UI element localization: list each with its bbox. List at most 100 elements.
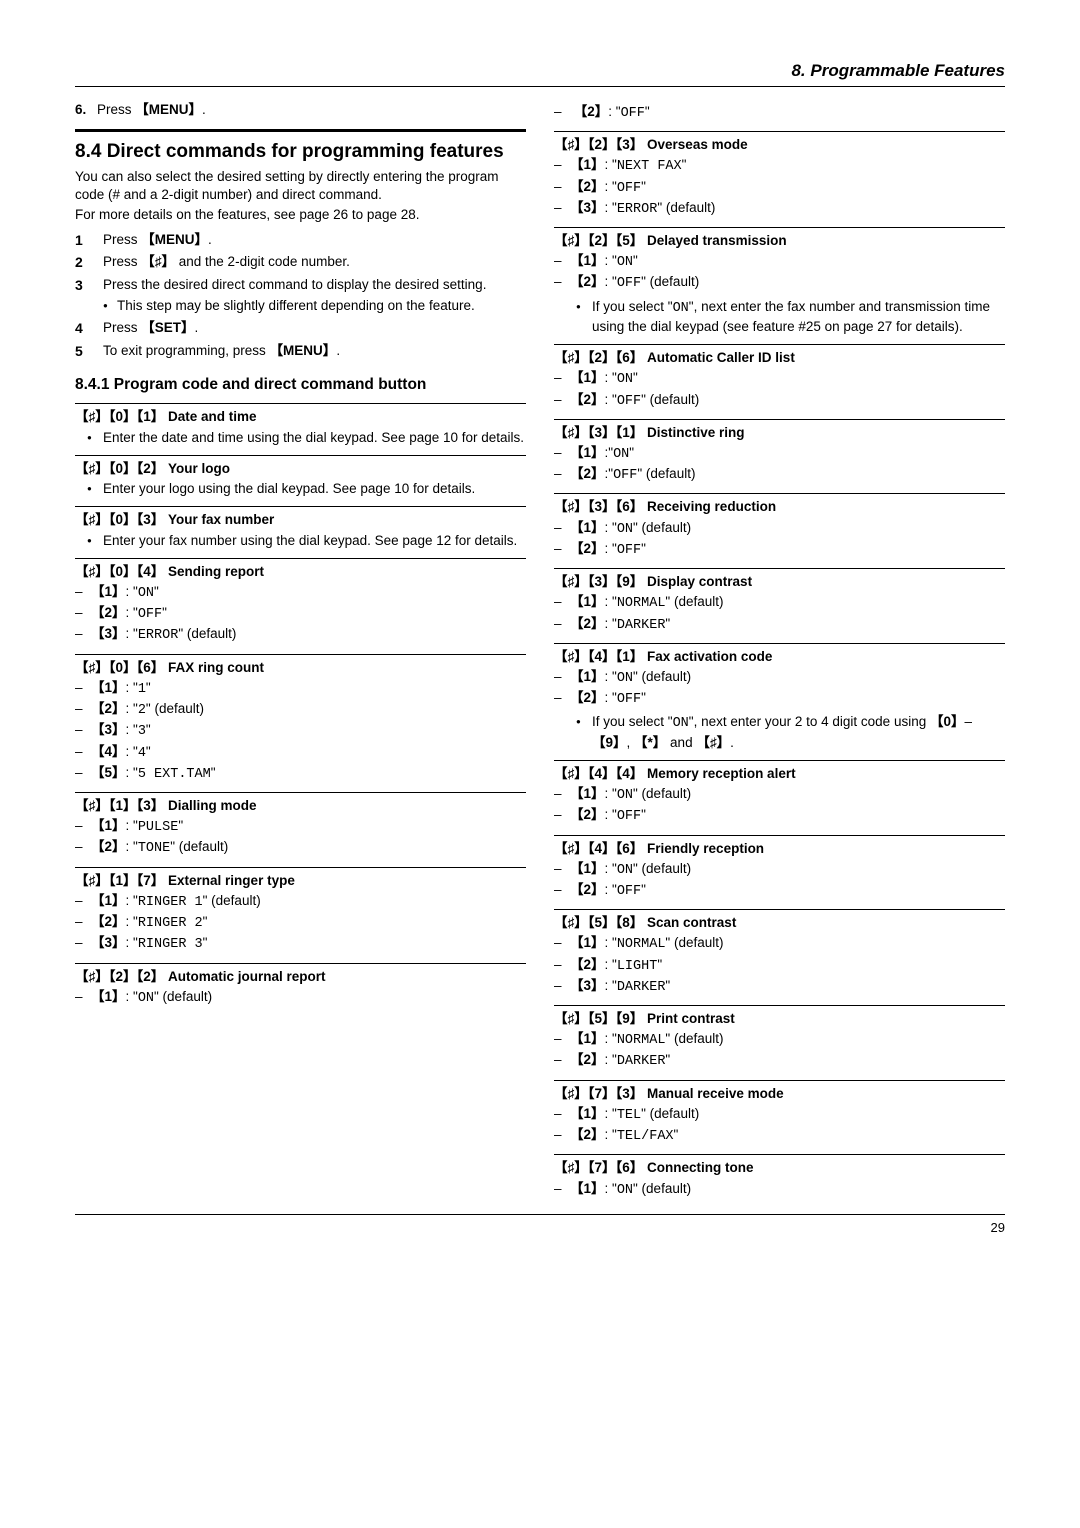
step-number: 5 xyxy=(75,342,103,361)
feature-heading: 【♯】【1】【3】 Dialling mode xyxy=(75,792,526,815)
option-list: 【1】: "NEXT FAX"【2】: "OFF"【3】: "ERROR" (d… xyxy=(554,156,1005,219)
option-item: 【3】: "ERROR" (default) xyxy=(75,625,526,645)
option-list: 【1】: "NORMAL" (default)【2】: "DARKER" xyxy=(554,1030,1005,1071)
feature-heading: 【♯】【4】【4】 Memory reception alert xyxy=(554,760,1005,783)
option-item: 【3】: "DARKER" xyxy=(554,977,1005,997)
feature-heading: 【♯】【4】【1】 Fax activation code xyxy=(554,643,1005,666)
option-item: 【2】: "TONE" (default) xyxy=(75,838,526,858)
feature-heading: 【♯】【2】【6】 Automatic Caller ID list xyxy=(554,344,1005,367)
procedure-step: 1Press 【MENU】. xyxy=(75,231,526,250)
bullet-item: Enter your fax number using the dial key… xyxy=(75,532,526,550)
note-item: If you select "ON", next enter the fax n… xyxy=(576,298,1005,336)
feature-block: 【♯】【2】【2】 Automatic journal report【1】: "… xyxy=(75,963,526,1008)
step-body: Press 【MENU】. xyxy=(103,231,526,250)
procedure-step: 3Press the desired direct command to dis… xyxy=(75,276,526,314)
feature-heading: 【♯】【0】【3】 Your fax number xyxy=(75,506,526,529)
option-item: 【1】: "ON" (default) xyxy=(554,668,1005,688)
feature-block: 【♯】【7】【6】 Connecting tone 【1】: "ON" (defa… xyxy=(554,1154,1005,1199)
option-item: 【1】: "TEL" (default) xyxy=(554,1105,1005,1125)
option-item: 【1】: "NEXT FAX" xyxy=(554,156,1005,176)
option-item: 【1】: "ON" (default) xyxy=(554,1180,1005,1200)
option-list: 【1】: "RINGER 1" (default)【2】: "RINGER 2"… xyxy=(75,892,526,955)
option-item: 【2】: "OFF" xyxy=(554,103,1005,123)
option-item: 【1】:"ON" xyxy=(554,444,1005,464)
feature-block: 【♯】【0】【1】 Date and timeEnter the date an… xyxy=(75,403,526,446)
feature-block: 【♯】【3】【1】 Distinctive ring【1】:"ON"【2】:"O… xyxy=(554,419,1005,486)
feature-block: 【♯】【1】【7】 External ringer type【1】: "RING… xyxy=(75,867,526,955)
option-item: 【1】: "PULSE" xyxy=(75,817,526,837)
option-item: 【2】: "OFF" xyxy=(554,881,1005,901)
step-number: 4 xyxy=(75,319,103,338)
option-item: 【2】: "DARKER" xyxy=(554,1051,1005,1071)
step-number: 6. xyxy=(75,101,97,119)
feature-note: If you select "ON", next enter your 2 to… xyxy=(554,713,1005,751)
option-item: 【2】: "DARKER" xyxy=(554,615,1005,635)
option-item: 【1】: "ON" xyxy=(554,252,1005,272)
step-number: 2 xyxy=(75,253,103,272)
feature-heading: 【♯】【0】【6】 FAX ring count xyxy=(75,654,526,677)
procedure-step: 4Press 【SET】. xyxy=(75,319,526,338)
option-item: 【1】: "ON" xyxy=(554,369,1005,389)
step-number: 1 xyxy=(75,231,103,250)
step-sub-bullet: This step may be slightly different depe… xyxy=(103,297,526,315)
feature-block: 【♯】【3】【6】 Receiving reduction【1】: "ON" (… xyxy=(554,493,1005,560)
option-item: 【2】: "TEL/FAX" xyxy=(554,1126,1005,1146)
section-divider xyxy=(75,129,526,132)
option-item: 【1】: "NORMAL" (default) xyxy=(554,934,1005,954)
option-item: 【2】: "2" (default) xyxy=(75,700,526,720)
step-body: Press 【SET】. xyxy=(103,319,526,338)
feature-heading: 【♯】【3】【1】 Distinctive ring xyxy=(554,419,1005,442)
option-list: 【1】: "ON"【2】: "OFF" (default) xyxy=(554,369,1005,410)
feature-list-right: 【♯】【2】【3】 Overseas mode【1】: "NEXT FAX"【2… xyxy=(554,131,1005,1200)
option-item: 【1】: "ON" (default) xyxy=(75,988,526,1008)
option-item: 【2】: "OFF" xyxy=(554,540,1005,560)
feature-block: 【♯】【5】【9】 Print contrast【1】: "NORMAL" (d… xyxy=(554,1005,1005,1072)
bullet-item: This step may be slightly different depe… xyxy=(103,297,526,315)
section-heading: 8.4 Direct commands for programming feat… xyxy=(75,140,526,164)
option-item: 【3】: "ERROR" (default) xyxy=(554,199,1005,219)
option-list: 【1】: "ON" (default) xyxy=(75,988,526,1008)
option-item: 【2】: "OFF" xyxy=(554,806,1005,826)
feature-heading: 【♯】【3】【6】 Receiving reduction xyxy=(554,493,1005,516)
page-number: 29 xyxy=(75,1214,1005,1237)
option-item: 【5】: "5 EXT.TAM" xyxy=(75,764,526,784)
feature-heading: 【♯】【7】【6】 Connecting tone xyxy=(554,1154,1005,1177)
feature-bullets: Enter your logo using the dial keypad. S… xyxy=(75,480,526,498)
feature-heading: 【♯】【3】【9】 Display contrast xyxy=(554,568,1005,591)
option-item: 【2】: "OFF" xyxy=(554,178,1005,198)
feature-heading: 【♯】【4】【6】 Friendly reception xyxy=(554,835,1005,858)
option-list: 【1】: "ON"【2】: "OFF" (default) xyxy=(554,252,1005,293)
option-list: 【1】: "NORMAL" (default)【2】: "LIGHT"【3】: … xyxy=(554,934,1005,997)
procedure-step: 5To exit programming, press 【MENU】. xyxy=(75,342,526,361)
feature-block: 【♯】【0】【3】 Your fax number Enter your fax … xyxy=(75,506,526,549)
option-item: 【2】: "RINGER 2" xyxy=(75,913,526,933)
option-list: 【1】: "ON" (default) xyxy=(554,1180,1005,1200)
feature-block: 【♯】【0】【2】 Your logoEnter your logo using… xyxy=(75,455,526,498)
option-item: 【2】: "OFF" xyxy=(75,604,526,624)
option-list: 【1】: "TEL" (default)【2】: "TEL/FAX" xyxy=(554,1105,1005,1146)
intro-paragraph-2: For more details on the features, see pa… xyxy=(75,206,526,224)
option-item: 【3】: "3" xyxy=(75,721,526,741)
feature-heading: 【♯】【5】【8】 Scan contrast xyxy=(554,909,1005,932)
bullet-item: Enter the date and time using the dial k… xyxy=(75,429,526,447)
feature-heading: 【♯】【2】【5】 Delayed transmission xyxy=(554,227,1005,250)
feature-heading: 【♯】【1】【7】 External ringer type xyxy=(75,867,526,890)
option-list: 【1】: "ON"【2】: "OFF"【3】: "ERROR" (default… xyxy=(75,583,526,646)
option-item: 【1】: "NORMAL" (default) xyxy=(554,593,1005,613)
continued-option: 【2】: "OFF" xyxy=(554,103,1005,123)
option-item: 【1】: "ON" xyxy=(75,583,526,603)
procedure-step: 2Press 【♯】 and the 2-digit code number. xyxy=(75,253,526,272)
intro-paragraph-1: You can also select the desired setting … xyxy=(75,168,526,204)
feature-bullets: Enter your fax number using the dial key… xyxy=(75,532,526,550)
feature-heading: 【♯】【2】【3】 Overseas mode xyxy=(554,131,1005,154)
feature-block: 【♯】【2】【6】 Automatic Caller ID list【1】: "… xyxy=(554,344,1005,411)
option-item: 【1】: "ON" (default) xyxy=(554,860,1005,880)
feature-block: 【♯】【2】【5】 Delayed transmission【1】: "ON"【… xyxy=(554,227,1005,336)
feature-heading: 【♯】【7】【3】 Manual receive mode xyxy=(554,1080,1005,1103)
feature-block: 【♯】【5】【8】 Scan contrast【1】: "NORMAL" (de… xyxy=(554,909,1005,997)
feature-list-left: 【♯】【0】【1】 Date and timeEnter the date an… xyxy=(75,403,526,1007)
feature-block: 【♯】【1】【3】 Dialling mode【1】: "PULSE"【2】: … xyxy=(75,792,526,859)
feature-bullets: Enter the date and time using the dial k… xyxy=(75,429,526,447)
step-6: 6. Press 【MENU】. xyxy=(75,101,526,119)
procedure-steps: 1Press 【MENU】. 2Press 【♯】 and the 2-digit… xyxy=(75,231,526,361)
